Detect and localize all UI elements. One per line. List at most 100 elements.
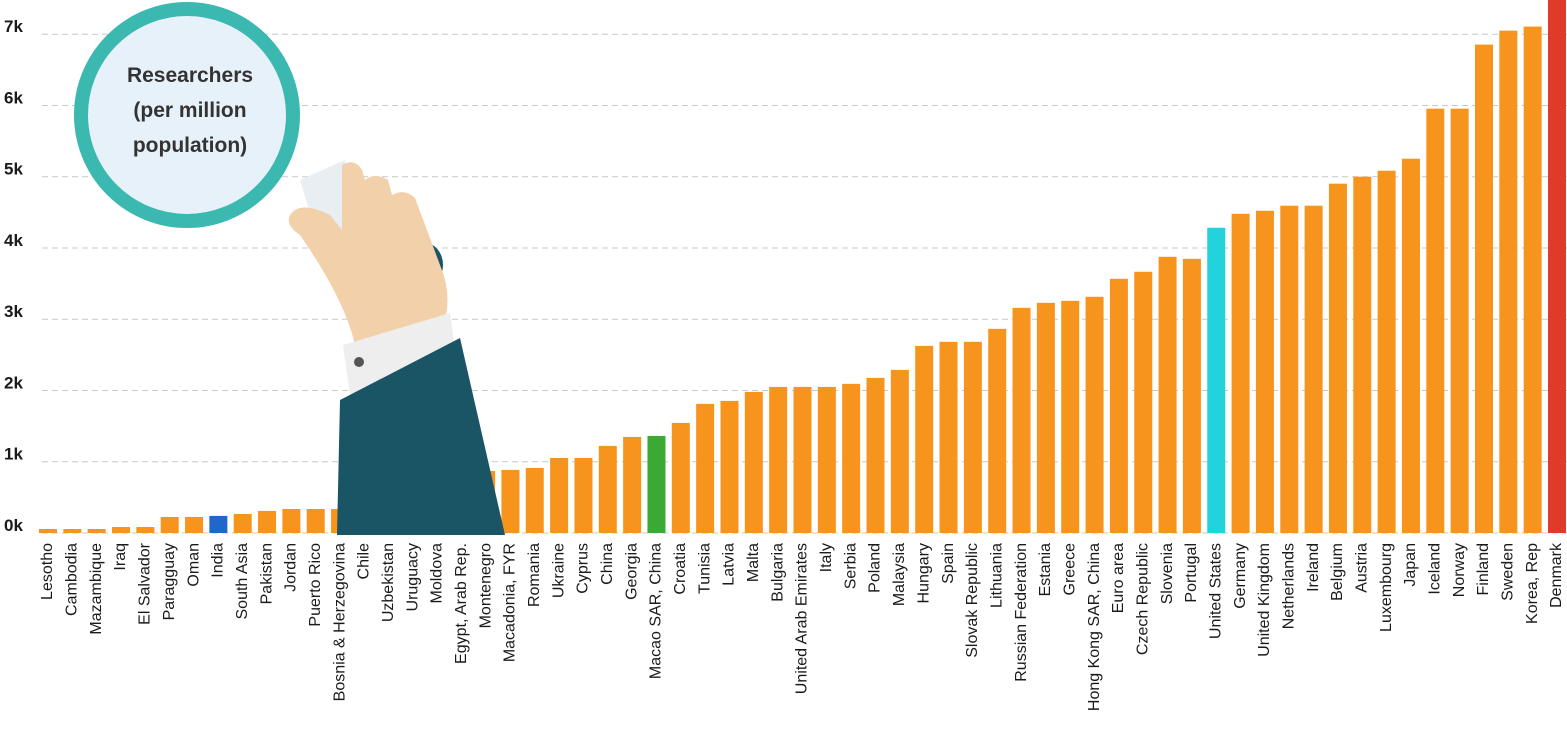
x-tick-label: Estania — [1037, 543, 1054, 596]
bar — [258, 511, 276, 533]
bar — [940, 342, 958, 533]
x-tick-label: Germany — [1232, 543, 1249, 609]
x-tick-label: Cambodia — [64, 543, 81, 616]
x-tick-label: Czech Republic — [1134, 543, 1151, 655]
x-tick-label: Euro area — [1110, 543, 1127, 613]
bar — [599, 446, 617, 533]
y-tick-label: 3k — [4, 302, 23, 321]
x-tick-label: United States — [1207, 543, 1224, 639]
x-tick-label: Lithuania — [988, 543, 1005, 608]
x-tick-label: Hungary — [915, 543, 932, 603]
bar — [39, 529, 57, 533]
x-tick-label: Netherlands — [1280, 543, 1297, 629]
x-tick-label: Luxembourg — [1378, 543, 1395, 632]
annotation: Researchers — [127, 64, 253, 87]
x-tick-label: Uzbekistan — [380, 543, 397, 622]
x-tick-label: Norway — [1451, 543, 1468, 597]
annotation: population) — [133, 134, 247, 157]
bar — [1086, 297, 1104, 533]
annotation: (per million — [133, 99, 246, 122]
bar — [1256, 211, 1274, 533]
x-tick-label: Egypt, Arab Rep. — [453, 543, 470, 664]
bar — [209, 516, 227, 533]
bar — [1110, 279, 1128, 533]
illustration: Researchers (per million population) — [81, 9, 505, 535]
x-tick-label: Malta — [745, 543, 762, 582]
bar — [1329, 184, 1347, 533]
chart: 0k1k2k3k4k5k6k7k LesothoCambodiaMazambiq… — [0, 0, 1567, 750]
x-tick-label: Finland — [1475, 543, 1492, 595]
bar — [1451, 109, 1469, 533]
x-tick-label: Belgium — [1329, 543, 1346, 601]
bar — [185, 517, 203, 533]
x-tick-label: Macao SAR, China — [648, 543, 665, 679]
bar — [964, 342, 982, 533]
x-tick-label: China — [599, 543, 616, 585]
x-tick-label: Malaysia — [891, 543, 908, 606]
bar — [915, 346, 933, 533]
bar — [1037, 303, 1055, 533]
x-tick-label: United Arab Emirates — [794, 543, 811, 694]
y-tick-label: 5k — [4, 160, 23, 179]
bar — [307, 509, 325, 533]
x-tick-label: South Asia — [234, 543, 251, 620]
x-tick-label: Serbia — [842, 543, 859, 589]
bar — [1134, 272, 1152, 533]
bar — [1548, 0, 1566, 533]
x-tick-label: Korea, Rep — [1524, 543, 1541, 624]
x-tick-label: Jordan — [283, 543, 300, 592]
y-tick-label: 1k — [4, 445, 23, 464]
bar — [794, 387, 812, 533]
x-tick-label: Ukraine — [550, 543, 567, 598]
x-tick-label: Montenegro — [477, 543, 494, 628]
x-tick-label: Latvia — [721, 543, 738, 586]
x-tick-label: Georgia — [623, 543, 640, 600]
x-tick-label: Bosnia & Herzegovina — [331, 543, 348, 701]
x-tick-label: Poland — [867, 543, 884, 593]
bar — [1475, 45, 1493, 533]
bar — [282, 509, 300, 533]
bar — [1378, 171, 1396, 533]
bar — [1499, 31, 1517, 533]
bar — [1524, 27, 1542, 533]
y-tick-label: 7k — [4, 17, 23, 36]
x-tick-label: Chile — [356, 543, 373, 580]
bar — [88, 529, 106, 533]
bar — [574, 458, 592, 533]
y-tick-label: 4k — [4, 231, 23, 250]
bar — [1280, 206, 1298, 533]
x-tick-label: Iceland — [1427, 543, 1444, 595]
x-tick-label: Lesotho — [39, 543, 56, 600]
x-tick-label: Moldova — [429, 543, 446, 604]
bar — [1061, 301, 1079, 533]
x-tick-label: Uruguacy — [404, 543, 421, 611]
bar — [501, 470, 519, 533]
y-tick-label: 0k — [4, 516, 23, 535]
bar — [745, 392, 763, 533]
x-tick-label: Spain — [940, 543, 957, 584]
x-tick-label: Romania — [526, 543, 543, 607]
x-tick-label: Russian Federation — [1013, 543, 1030, 682]
x-tick-label: Iraq — [112, 543, 129, 571]
bar — [1159, 257, 1177, 533]
bar — [1207, 228, 1225, 533]
x-tick-label: Puerto Rico — [307, 543, 324, 627]
bar — [672, 423, 690, 533]
button — [354, 357, 364, 367]
x-tick-label: Ireland — [1305, 543, 1322, 592]
x-tick-label: Sweden — [1500, 543, 1517, 601]
x-tick-label: Mazambique — [88, 543, 105, 635]
bar — [112, 527, 130, 533]
x-tick-label: Slovenia — [1159, 543, 1176, 604]
bar — [1353, 177, 1371, 533]
x-tick-label: Paragguay — [161, 543, 178, 620]
bar — [891, 370, 909, 533]
y-tick-label: 6k — [4, 88, 23, 107]
x-tick-label: India — [210, 543, 227, 578]
bar — [769, 387, 787, 533]
bar — [234, 514, 252, 533]
x-tick-label: Greece — [1061, 543, 1078, 596]
x-tick-label: Italy — [818, 543, 835, 572]
page: {"chart_data": { "type": "bar", "annotat… — [0, 0, 1567, 750]
